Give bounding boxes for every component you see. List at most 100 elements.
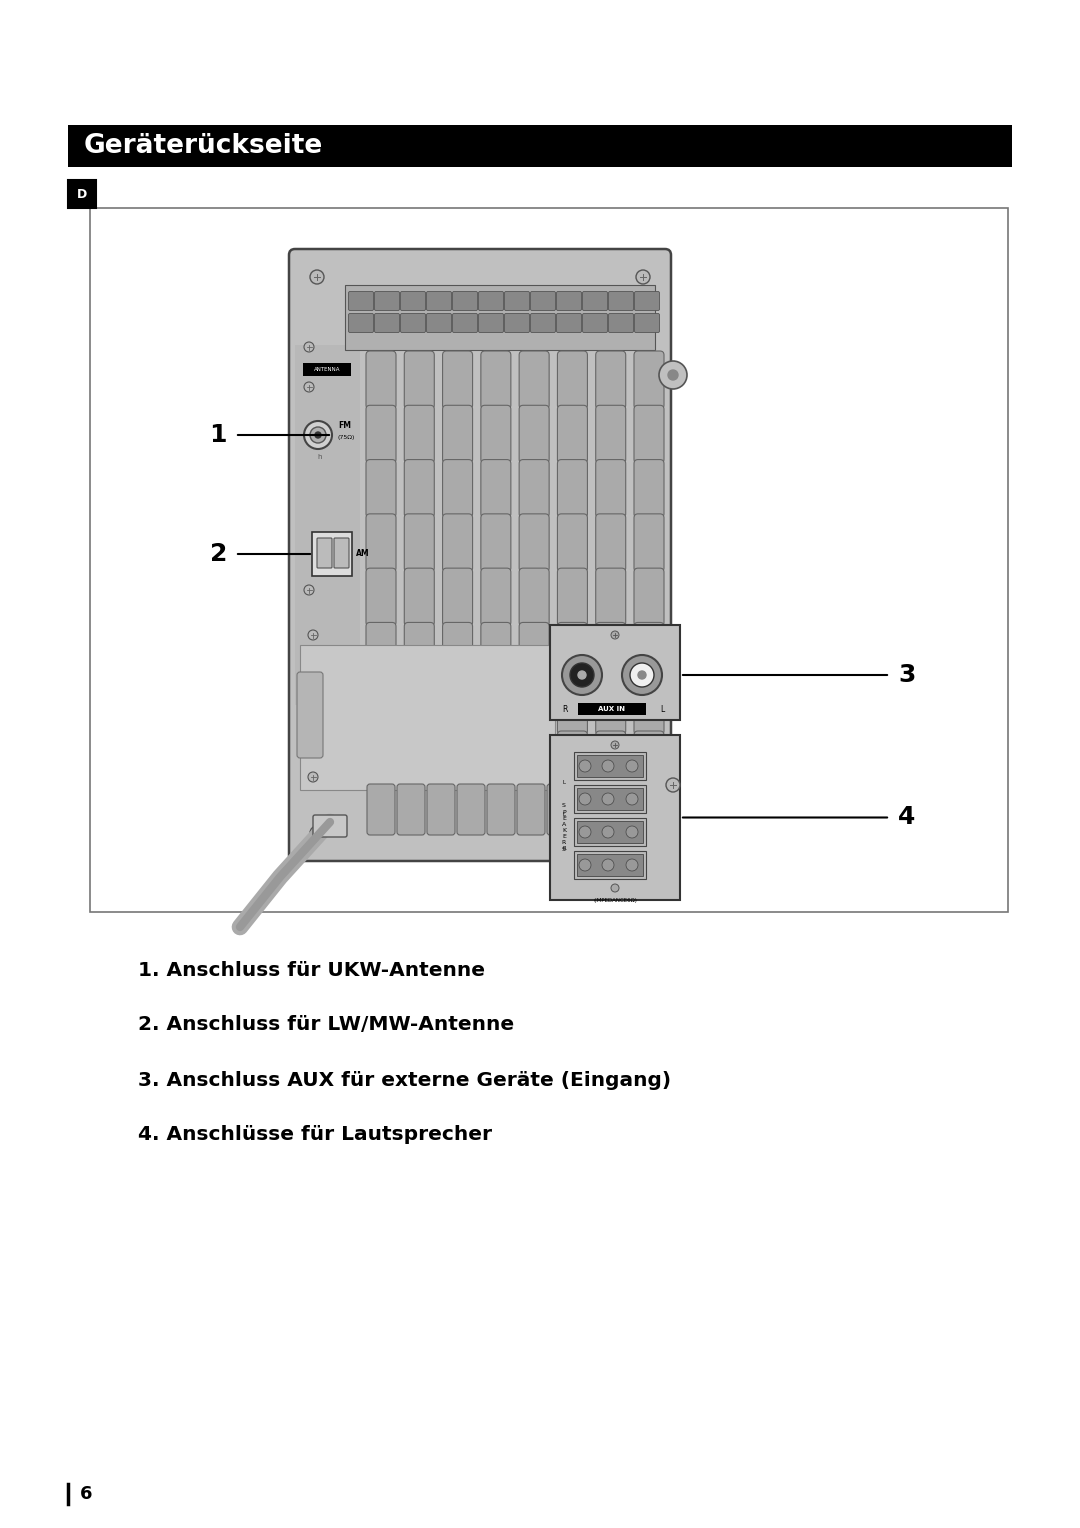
Circle shape	[579, 859, 591, 871]
Circle shape	[666, 778, 680, 792]
FancyBboxPatch shape	[596, 677, 625, 735]
FancyBboxPatch shape	[519, 460, 549, 518]
Text: L: L	[563, 813, 566, 817]
FancyBboxPatch shape	[375, 292, 400, 310]
FancyBboxPatch shape	[427, 313, 451, 333]
FancyBboxPatch shape	[487, 784, 515, 834]
Circle shape	[602, 793, 615, 805]
FancyBboxPatch shape	[401, 292, 426, 310]
Text: R: R	[562, 845, 566, 851]
Circle shape	[626, 859, 638, 871]
FancyBboxPatch shape	[349, 313, 374, 333]
FancyBboxPatch shape	[481, 513, 511, 571]
Bar	[550, 735, 680, 900]
FancyBboxPatch shape	[481, 730, 511, 788]
Circle shape	[562, 656, 602, 695]
Text: FM: FM	[338, 422, 351, 429]
Bar	[68, 125, 1012, 167]
Circle shape	[636, 270, 650, 284]
FancyBboxPatch shape	[519, 568, 549, 626]
Circle shape	[626, 759, 638, 772]
Text: 3. Anschluss AUX für externe Geräte (Eingang): 3. Anschluss AUX für externe Geräte (Ein…	[138, 1071, 671, 1089]
FancyBboxPatch shape	[596, 622, 625, 680]
Circle shape	[602, 759, 615, 772]
FancyBboxPatch shape	[577, 784, 605, 834]
FancyBboxPatch shape	[404, 351, 434, 410]
Text: AM: AM	[356, 550, 369, 559]
Text: AUX IN: AUX IN	[598, 706, 625, 712]
FancyBboxPatch shape	[557, 622, 588, 680]
FancyBboxPatch shape	[443, 405, 473, 463]
Circle shape	[638, 671, 646, 678]
FancyBboxPatch shape	[596, 568, 625, 626]
FancyBboxPatch shape	[557, 405, 588, 463]
Circle shape	[611, 631, 619, 639]
FancyBboxPatch shape	[404, 677, 434, 735]
Text: Geräterückseite: Geräterückseite	[84, 133, 323, 159]
Circle shape	[570, 663, 594, 688]
Circle shape	[611, 885, 619, 892]
FancyBboxPatch shape	[443, 351, 473, 410]
Circle shape	[310, 827, 324, 840]
FancyBboxPatch shape	[443, 513, 473, 571]
FancyBboxPatch shape	[519, 513, 549, 571]
FancyBboxPatch shape	[634, 568, 664, 626]
FancyBboxPatch shape	[557, 730, 588, 788]
FancyBboxPatch shape	[634, 677, 664, 735]
FancyBboxPatch shape	[635, 313, 660, 333]
Text: 1. Anschluss für UKW-Antenne: 1. Anschluss für UKW-Antenne	[138, 961, 485, 979]
Circle shape	[308, 772, 318, 782]
FancyBboxPatch shape	[366, 513, 396, 571]
FancyBboxPatch shape	[557, 677, 588, 735]
FancyBboxPatch shape	[519, 351, 549, 410]
Circle shape	[626, 793, 638, 805]
Text: (IMPEDANCE6Ω): (IMPEDANCE6Ω)	[593, 898, 637, 903]
Circle shape	[611, 741, 619, 749]
FancyBboxPatch shape	[334, 538, 349, 568]
Circle shape	[310, 426, 326, 443]
FancyBboxPatch shape	[481, 677, 511, 735]
Bar	[300, 645, 555, 790]
Circle shape	[315, 432, 321, 439]
FancyBboxPatch shape	[443, 460, 473, 518]
FancyBboxPatch shape	[427, 292, 451, 310]
FancyBboxPatch shape	[404, 622, 434, 680]
FancyBboxPatch shape	[404, 568, 434, 626]
Circle shape	[303, 342, 314, 351]
FancyBboxPatch shape	[481, 460, 511, 518]
FancyBboxPatch shape	[453, 292, 477, 310]
FancyBboxPatch shape	[289, 249, 671, 860]
FancyBboxPatch shape	[427, 784, 455, 834]
Text: D: D	[77, 188, 87, 200]
FancyBboxPatch shape	[634, 513, 664, 571]
Circle shape	[669, 370, 678, 380]
FancyBboxPatch shape	[634, 622, 664, 680]
FancyBboxPatch shape	[366, 460, 396, 518]
FancyBboxPatch shape	[596, 351, 625, 410]
FancyBboxPatch shape	[573, 851, 646, 879]
FancyBboxPatch shape	[397, 784, 426, 834]
Circle shape	[579, 793, 591, 805]
Text: S
P
E
A
K
E
R
S: S P E A K E R S	[562, 804, 566, 851]
FancyBboxPatch shape	[481, 568, 511, 626]
FancyBboxPatch shape	[530, 292, 555, 310]
FancyBboxPatch shape	[404, 460, 434, 518]
Text: R: R	[563, 704, 568, 714]
FancyBboxPatch shape	[573, 785, 646, 813]
Circle shape	[630, 663, 654, 688]
FancyBboxPatch shape	[457, 784, 485, 834]
Text: 3: 3	[897, 663, 916, 688]
FancyBboxPatch shape	[557, 460, 588, 518]
FancyBboxPatch shape	[519, 677, 549, 735]
FancyBboxPatch shape	[478, 313, 503, 333]
Bar	[90, 208, 1008, 912]
Text: 6: 6	[80, 1485, 93, 1504]
FancyBboxPatch shape	[517, 784, 545, 834]
FancyBboxPatch shape	[367, 784, 395, 834]
Bar	[578, 703, 646, 715]
Text: 4. Anschlüsse für Lautsprecher: 4. Anschlüsse für Lautsprecher	[138, 1126, 492, 1144]
FancyBboxPatch shape	[596, 405, 625, 463]
FancyBboxPatch shape	[577, 788, 643, 810]
Text: ANTENNA: ANTENNA	[314, 367, 340, 371]
FancyBboxPatch shape	[556, 313, 581, 333]
